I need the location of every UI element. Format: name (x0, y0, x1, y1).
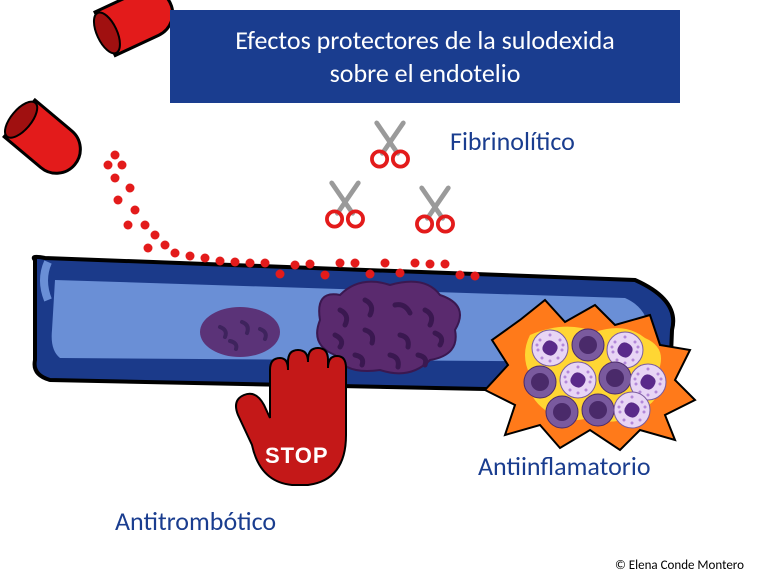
scissors-group (327, 123, 453, 232)
label-antiinflamatorio: Antiinflamatorio (478, 450, 651, 482)
capsules (0, 0, 181, 183)
title-box: Efectos protectores de la sulodexida sob… (170, 10, 680, 103)
title-line2: sobre el endotelio (200, 57, 650, 90)
title-line1: Efectos protectores de la sulodexida (200, 24, 650, 57)
label-fibrinolitico: Fibrinolítico (450, 125, 575, 157)
copyright: © Elena Conde Montero (615, 558, 744, 573)
label-antitrombotico: Antitrombótico (115, 505, 276, 537)
label-stop: STOP (265, 443, 329, 469)
